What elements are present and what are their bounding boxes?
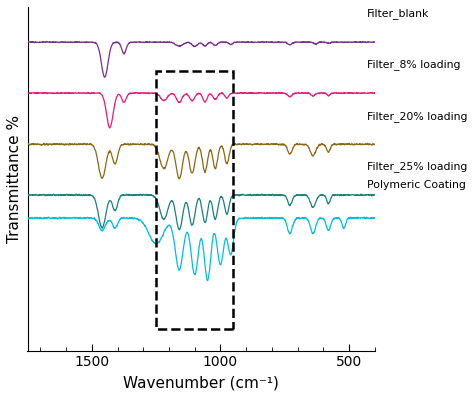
- Text: Filter_blank: Filter_blank: [367, 8, 429, 19]
- X-axis label: Wavenumber (cm⁻¹): Wavenumber (cm⁻¹): [123, 375, 279, 390]
- Text: Filter_20% loading: Filter_20% loading: [367, 111, 467, 121]
- Text: Filter_25% loading: Filter_25% loading: [367, 161, 467, 172]
- Bar: [156, 71, 233, 329]
- Y-axis label: Transmittance %: Transmittance %: [7, 115, 22, 243]
- Text: Filter_8% loading: Filter_8% loading: [367, 59, 461, 70]
- Text: Polymeric Coating: Polymeric Coating: [367, 180, 466, 190]
